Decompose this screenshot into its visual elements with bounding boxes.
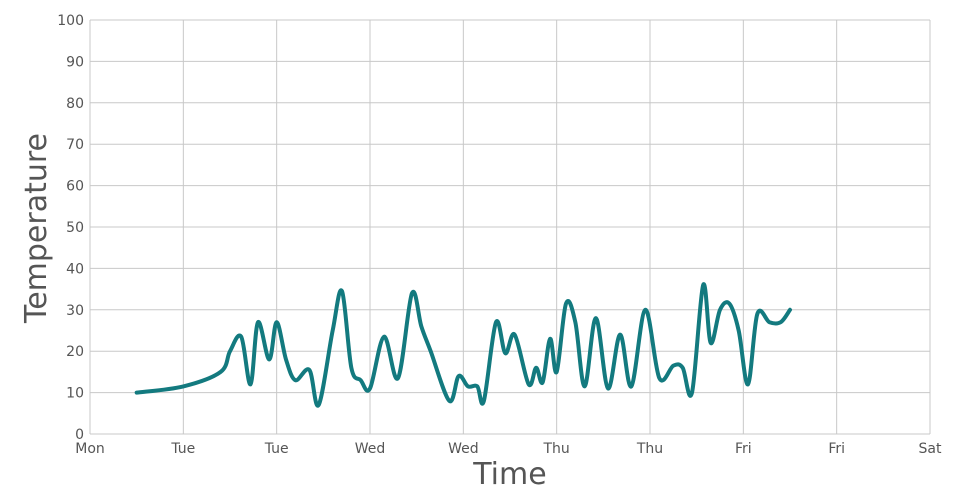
- x-tick-label: Sat: [919, 441, 942, 457]
- y-axis-ticks: 0 10 20 30 40 50 60 70 80 90 100: [57, 13, 84, 443]
- y-tick-label: 60: [66, 179, 84, 195]
- y-tick-label: 0: [75, 427, 84, 443]
- series-layer: [134, 282, 792, 408]
- x-tick-label: Thu: [543, 441, 570, 457]
- grid: [89, 19, 931, 435]
- y-tick-label: 70: [66, 137, 84, 153]
- y-tick-label: 40: [66, 261, 84, 277]
- x-tick-label: Tue: [170, 441, 195, 457]
- y-tick-label: 30: [66, 303, 84, 319]
- x-tick-label: Wed: [355, 441, 386, 457]
- y-tick-label: 10: [66, 386, 84, 402]
- x-tick-label: Tue: [264, 441, 289, 457]
- x-axis-ticks: Mon Tue Tue Wed Wed Thu Thu Fri Fri Sat: [75, 441, 942, 457]
- temperature-series-line: [134, 282, 792, 408]
- y-tick-label: 100: [57, 13, 84, 29]
- x-tick-label: Fri: [735, 441, 752, 457]
- y-axis-title: Temperature: [19, 133, 54, 324]
- y-tick-label: 50: [66, 220, 84, 236]
- x-tick-label: Fri: [828, 441, 845, 457]
- y-tick-label: 90: [66, 54, 84, 70]
- x-axis-title: Time: [472, 457, 546, 492]
- y-tick-label: 80: [66, 96, 84, 112]
- x-tick-label: Thu: [636, 441, 663, 457]
- y-tick-label: 20: [66, 344, 84, 360]
- x-tick-label: Wed: [448, 441, 479, 457]
- x-tick-label: Mon: [75, 441, 105, 457]
